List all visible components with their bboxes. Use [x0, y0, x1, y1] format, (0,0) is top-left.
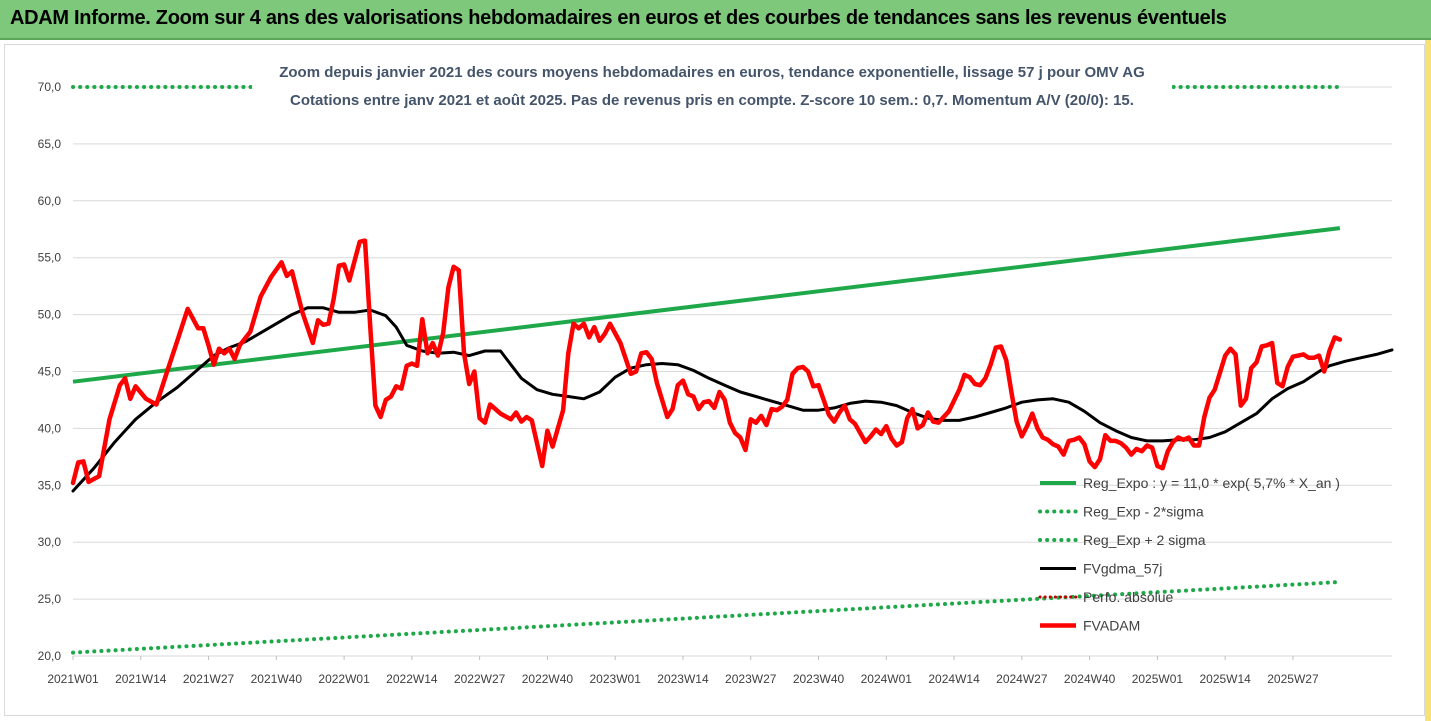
legend-label: Reg_Exp + 2 sigma — [1083, 532, 1206, 548]
y-tick-label: 20,0 — [38, 649, 62, 663]
x-tick-label: 2021W01 — [47, 672, 99, 686]
banner: ADAM Informe. Zoom sur 4 ans des valoris… — [0, 0, 1431, 40]
legend-label: Perfo. absolue — [1083, 589, 1173, 605]
y-tick-label: 65,0 — [38, 137, 62, 151]
x-tick-label: 2025W01 — [1132, 672, 1184, 686]
chart-title-line-1: Zoom depuis janvier 2021 des cours moyen… — [279, 64, 1145, 81]
y-tick-label: 50,0 — [38, 308, 62, 322]
x-tick-label: 2024W01 — [861, 672, 913, 686]
x-tick-label: 2022W14 — [386, 672, 438, 686]
y-tick-label: 55,0 — [38, 251, 62, 265]
chart-frame — [4, 44, 1425, 716]
x-tick-label: 2021W27 — [183, 672, 235, 686]
x-tick-label: 2021W40 — [251, 672, 303, 686]
x-tick-label: 2023W14 — [657, 672, 709, 686]
chart-title-line-2: Cotations entre janv 2021 et août 2025. … — [290, 92, 1134, 109]
series-fvadam — [70, 238, 1343, 486]
x-tick-label: 2024W27 — [996, 672, 1048, 686]
y-axis: 20,0 25,0 30,0 35,0 40,0 45,0 50,0 55,0 60,0 65,0… — [38, 80, 62, 663]
y-tick-label: 45,0 — [38, 365, 62, 379]
legend-item: Reg_Exp + 2 sigma — [1038, 532, 1206, 548]
y-tick-label: 25,0 — [38, 592, 62, 606]
legend-label: FVgdma_57j — [1083, 561, 1162, 577]
x-tick-label: 2023W40 — [793, 672, 845, 686]
y-tick-label: 35,0 — [38, 478, 62, 492]
accent-strip — [1425, 40, 1431, 721]
y-tick-label: 70,0 — [38, 80, 62, 94]
legend-item: Reg_Expo : y = 11,0 * exp( 5,7% * X_an ) — [1040, 475, 1340, 491]
gridlines — [73, 86, 1392, 657]
legend-item: FVADAM — [1040, 618, 1140, 634]
x-tick-label: 2022W40 — [522, 672, 574, 686]
legend-item: FVgdma_57j — [1040, 561, 1162, 577]
x-tick-label: 2024W14 — [928, 672, 980, 686]
series-reg-exp-minus-2sigma — [71, 580, 1342, 655]
legend-label: Reg_Expo : y = 11,0 * exp( 5,7% * X_an ) — [1083, 475, 1340, 491]
legend-item: Perfo. absolue — [1038, 589, 1173, 605]
x-tick-label: 2022W27 — [454, 672, 506, 686]
banner-title: ADAM Informe. Zoom sur 4 ans des valoris… — [10, 7, 1227, 29]
series-layer — [70, 85, 1394, 655]
x-tick-label: 2023W27 — [725, 672, 777, 686]
x-tick-label: 2022W01 — [318, 672, 370, 686]
x-tick-label: 2021W14 — [115, 672, 167, 686]
x-tick-label: 2023W01 — [590, 672, 642, 686]
legend-label: FVADAM — [1083, 618, 1140, 634]
x-tick-label: 2024W40 — [1064, 672, 1116, 686]
x-tick-label: 2025W14 — [1199, 672, 1251, 686]
title-background — [252, 56, 1172, 114]
y-tick-label: 60,0 — [38, 194, 62, 208]
legend-item: Reg_Exp - 2*sigma — [1038, 504, 1204, 520]
legend-label: Reg_Exp - 2*sigma — [1083, 504, 1204, 520]
series-fvgdma-57j — [71, 306, 1394, 493]
legend: Reg_Expo : y = 11,0 * exp( 5,7% * X_an )… — [1038, 475, 1340, 634]
y-tick-label: 40,0 — [38, 421, 62, 435]
y-tick-label: 30,0 — [38, 535, 62, 549]
x-axis: 2021W01 2021W14 2021W27 2021W40 2022W01 2022W… — [47, 656, 1319, 686]
x-tick-label: 2025W27 — [1267, 672, 1319, 686]
series-reg-expo — [72, 226, 1341, 384]
